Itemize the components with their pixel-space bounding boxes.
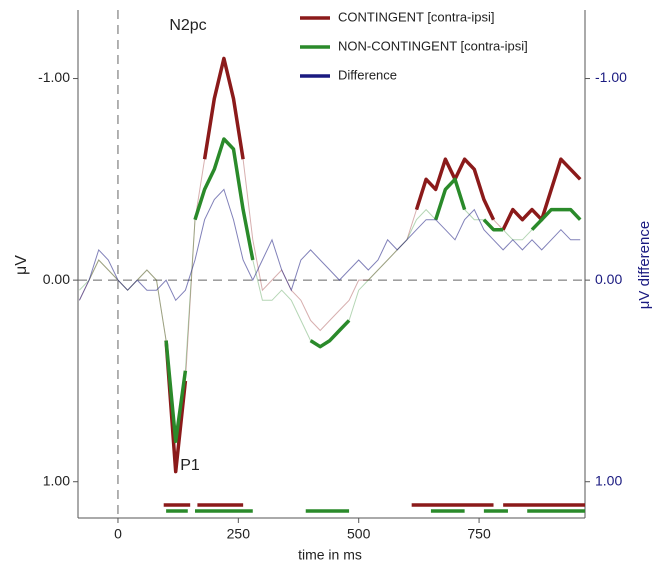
significant-segment <box>414 157 496 221</box>
y2-tick-label: 1.00 <box>595 472 622 488</box>
x-tick-label: 250 <box>227 526 251 542</box>
legend-label: CONTINGENT [contra-ipsi] <box>338 9 495 24</box>
annotation: N2pc <box>169 17 206 34</box>
significant-segment <box>434 177 467 221</box>
y-tick-label: 0.00 <box>43 271 70 287</box>
significant-segment <box>482 218 504 232</box>
x-axis-label: time in ms <box>298 547 362 563</box>
y2-axis-label: μV difference <box>636 221 653 309</box>
y2-tick-label: 0.00 <box>595 271 622 287</box>
x-tick-label: 0 <box>114 526 122 542</box>
significant-segment <box>193 137 255 261</box>
y-tick-label: -1.00 <box>38 69 70 85</box>
x-tick-label: 750 <box>467 526 491 542</box>
annotation: P1 <box>180 457 200 474</box>
series-line <box>78 188 581 302</box>
significant-segment <box>530 207 582 231</box>
y-axis-label: μV <box>13 255 30 275</box>
significant-segment <box>309 319 351 349</box>
significant-segment <box>202 56 245 160</box>
significant-segment <box>164 340 188 444</box>
y-tick-label: 1.00 <box>43 472 70 488</box>
y2-tick-label: -1.00 <box>595 69 627 85</box>
legend-label: NON-CONTINGENT [contra-ipsi] <box>338 38 528 53</box>
x-tick-label: 500 <box>347 526 371 542</box>
legend-label: Difference <box>338 67 397 82</box>
series-line <box>78 58 581 472</box>
